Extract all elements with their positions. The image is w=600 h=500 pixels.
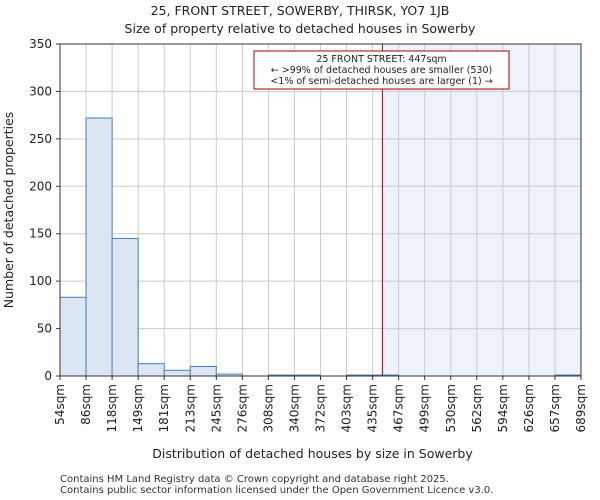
y-axis-label: Number of detached properties [1,112,16,309]
y-tick-label: 250 [29,132,52,146]
x-tick-label: 689sqm [574,384,588,432]
x-tick-label: 276sqm [235,384,249,432]
bar-213sqm [189,366,217,377]
bar-54sqm [59,296,87,377]
larger-region-shade [382,44,581,376]
x-tick-label: 54sqm [53,384,67,425]
footer-line-2: Contains public sector information licen… [60,485,494,496]
bar-149sqm [137,363,165,377]
chart-subtitle: Size of property relative to detached ho… [124,21,476,36]
x-tick-label: 118sqm [105,384,119,432]
y-tick-label: 100 [29,274,52,288]
y-tick-label: 50 [37,322,52,336]
bar-181sqm [163,369,191,377]
annotation-line-3: <1% of semi-detached houses are larger (… [270,76,492,87]
annotation-line-2: ← >99% of detached houses are smaller (5… [271,65,492,76]
x-tick-label: 181sqm [157,384,171,432]
x-tick-label: 594sqm [496,384,510,432]
footer-line-1: Contains HM Land Registry data © Crown c… [60,474,449,485]
chart-title: 25, FRONT STREET, SOWERBY, THIRSK, YO7 1… [150,3,450,18]
x-tick-label: 308sqm [261,384,275,432]
x-tick-label: 245sqm [209,384,223,432]
annotation-box [253,50,510,90]
y-tick-label: 150 [29,227,52,241]
x-tick-label: 213sqm [183,384,197,432]
bar-86sqm [85,117,113,377]
x-tick-label: 403sqm [340,384,354,432]
y-tick-label: 300 [29,84,52,98]
y-tick-label: 350 [29,37,52,51]
x-tick-label: 86sqm [79,384,93,425]
x-tick-label: 562sqm [470,384,484,432]
annotation-line-1: 25 FRONT STREET: 447sqm [316,54,446,65]
x-tick-label: 340sqm [287,384,301,432]
bar-118sqm [111,237,139,377]
x-tick-label: 149sqm [131,384,145,432]
x-tick-label: 435sqm [366,384,380,432]
x-tick-label: 657sqm [548,384,562,432]
y-tick-label: 200 [29,179,52,193]
x-tick-label: 499sqm [418,384,432,432]
x-tick-label: 626sqm [522,384,536,432]
y-tick-label: 0 [44,369,52,383]
x-tick-label: 372sqm [314,384,328,432]
x-tick-label: 530sqm [444,384,458,432]
x-axis-label: Distribution of detached houses by size … [152,446,473,461]
x-tick-label: 467sqm [392,384,406,432]
